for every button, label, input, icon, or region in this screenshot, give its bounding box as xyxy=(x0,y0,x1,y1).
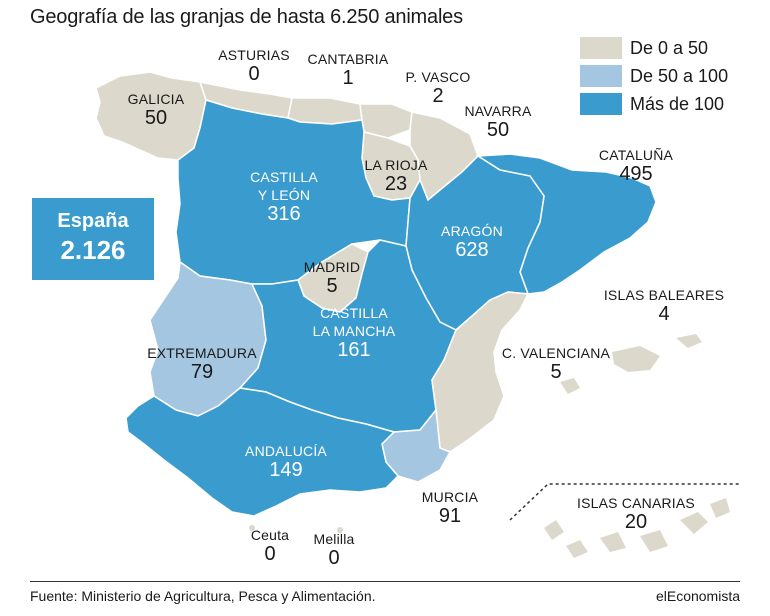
total-box: España 2.126 xyxy=(32,198,154,280)
label-andalucia: ANDALUCÍA 149 xyxy=(245,443,327,481)
region-baleares-ibiza[interactable] xyxy=(560,378,580,394)
label-aragon: ARAGÓN 628 xyxy=(441,223,503,261)
label-murcia: MURCIA 91 xyxy=(421,489,479,527)
brand-logo: elEconomista xyxy=(655,588,740,604)
region-canarias[interactable] xyxy=(544,520,564,540)
legend-label: Más de 100 xyxy=(630,93,725,114)
legend-label: De 50 a 100 xyxy=(630,65,729,86)
region-canarias-5[interactable] xyxy=(680,512,708,534)
label-ceuta: Ceuta 0 xyxy=(250,527,290,565)
region-canarias-4[interactable] xyxy=(640,530,668,552)
legend-label: De 0 a 50 xyxy=(630,37,709,58)
region-melilla[interactable] xyxy=(337,527,343,533)
region-andalucia[interactable] xyxy=(125,387,400,517)
label-larioja: LA RIOJA 23 xyxy=(364,157,428,195)
label-galicia: GALICIA 50 xyxy=(127,91,185,129)
label-navarra: NAVARRA 50 xyxy=(464,103,532,141)
legend-item-mid: De 50 a 100 xyxy=(580,64,728,88)
source-text: Fuente: Ministerio de Agricultura, Pesca… xyxy=(30,588,376,604)
region-ceuta[interactable] xyxy=(249,525,255,531)
total-value: 2.126 xyxy=(60,235,126,265)
label-valenciana: C. VALENCIANA 5 xyxy=(501,345,611,383)
label-asturias: ASTURIAS 0 xyxy=(218,47,290,85)
region-canarias-3[interactable] xyxy=(600,532,626,552)
label-cataluna: CATALUÑA 495 xyxy=(598,147,674,185)
label-baleares: ISLAS BALEARES 4 xyxy=(603,287,725,325)
legend-swatch xyxy=(580,37,622,59)
total-label: España xyxy=(57,210,129,232)
legend-swatch xyxy=(580,93,622,115)
region-baleares[interactable] xyxy=(612,346,660,372)
legend-swatch xyxy=(580,65,622,87)
label-castillamancha: CASTILLA LA MANCHA 161 xyxy=(312,305,396,361)
label-canarias: ISLAS CANARIAS 20 xyxy=(577,495,695,533)
region-cantabria[interactable] xyxy=(287,97,363,125)
page-title: Geografía de las granjas de hasta 6.250 … xyxy=(30,6,463,28)
label-melilla: Melilla 0 xyxy=(313,531,355,569)
label-extremadura: EXTREMADURA 79 xyxy=(147,345,257,383)
legend-item-low: De 0 a 50 xyxy=(580,36,708,60)
label-cantabria: CANTABRIA 1 xyxy=(307,51,389,89)
region-canarias-2[interactable] xyxy=(566,540,588,558)
label-castillaleon: CASTILLA Y LEÓN 316 xyxy=(250,169,318,225)
legend-item-high: Más de 100 xyxy=(580,92,724,116)
region-baleares-menorca[interactable] xyxy=(676,334,702,348)
region-canarias-6[interactable] xyxy=(710,498,730,518)
label-madrid: MADRID 5 xyxy=(303,259,361,297)
canarias-inset-border xyxy=(509,483,740,521)
footer-divider xyxy=(30,581,740,582)
label-pvasco: P. VASCO 2 xyxy=(405,69,471,107)
